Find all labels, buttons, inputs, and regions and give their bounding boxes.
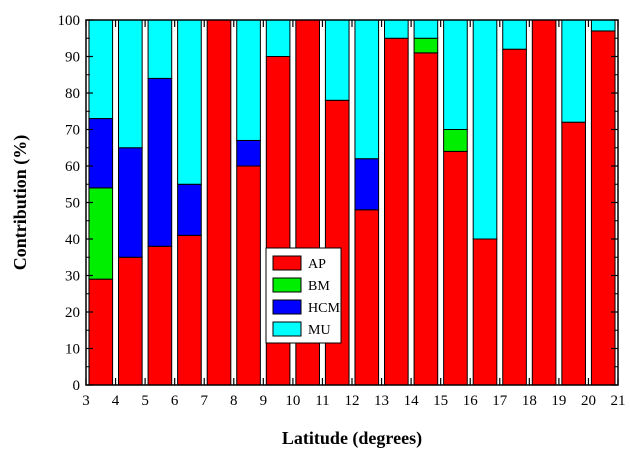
bar-ap-9 [354, 209, 380, 386]
bar-ap-10 [384, 37, 409, 386]
x-tick-label: 12 [345, 393, 360, 409]
bars-layer [88, 19, 616, 386]
bar-ap-3 [177, 234, 202, 386]
legend-swatch-mu [272, 321, 302, 337]
bar-hcm-5 [236, 139, 261, 167]
bar-ap-14 [502, 48, 527, 386]
bar-mu-2 [147, 19, 173, 79]
bar-mu-11 [413, 19, 439, 39]
x-tick-label: 20 [581, 393, 596, 409]
bar-hcm-2 [147, 77, 173, 247]
y-tick-label: 70 [65, 123, 80, 139]
legend-swatch-bm [272, 277, 302, 293]
bar-mu-12 [443, 19, 468, 130]
legend-label-mu: MU [308, 323, 331, 338]
bar-ap-11 [413, 52, 439, 386]
y-tick-label: 50 [65, 196, 80, 212]
x-tick-label: 8 [230, 393, 238, 409]
x-tick-label: 17 [492, 393, 508, 409]
x-tick-label: 19 [551, 393, 566, 409]
bar-mu-16 [561, 19, 586, 123]
x-axis: 3 4 5 6 7 8 9 10 11 12 13 14 15 16 17 18 19 20 21 [82, 20, 626, 409]
bar-ap-17 [590, 30, 616, 386]
y-tick-label: 80 [65, 86, 80, 102]
x-tick-label: 10 [285, 393, 300, 409]
bar-mu-17 [590, 19, 616, 32]
legend-label-hcm: HCM [308, 301, 340, 316]
bar-hcm-3 [177, 183, 202, 236]
bar-mu-9 [354, 19, 380, 160]
legend-label-ap: AP [308, 257, 326, 272]
x-tick-label: 6 [171, 393, 179, 409]
x-tick-label: 9 [260, 393, 268, 409]
bar-mu-13 [472, 19, 498, 240]
x-tick-label: 15 [433, 393, 448, 409]
legend: AP BM HCM MU [265, 247, 342, 344]
bar-hcm-1 [118, 147, 143, 258]
legend-swatch-ap [272, 255, 302, 271]
bar-ap-15 [531, 19, 557, 386]
bar-ap-5 [236, 165, 261, 386]
legend-label-bm: BM [308, 279, 330, 294]
bar-mu-8 [324, 19, 350, 101]
bar-mu-1 [118, 19, 143, 149]
y-tick-label: 90 [65, 50, 80, 66]
bar-mu-10 [384, 19, 409, 39]
x-tick-label: 11 [315, 393, 329, 409]
y-tick-label: 60 [65, 159, 80, 175]
x-tick-label: 3 [82, 393, 90, 409]
bar-bm-11 [413, 37, 439, 54]
y-axis-title: Contribution (%) [10, 135, 31, 271]
bar-ap-13 [472, 238, 498, 386]
bar-ap-12 [443, 150, 468, 386]
y-tick-label: 30 [65, 269, 80, 285]
y-tick-label: 10 [65, 342, 80, 358]
bar-mu-5 [236, 19, 261, 141]
bar-ap-0 [88, 278, 114, 386]
x-tick-label: 5 [141, 393, 149, 409]
y-axis: 0 10 20 30 40 50 60 70 80 90 100 [58, 13, 618, 394]
x-tick-label: 13 [374, 393, 389, 409]
y-tick-label: 20 [65, 305, 80, 321]
x-axis-title: Latitude (degrees) [282, 428, 422, 449]
bar-hcm-9 [354, 158, 380, 211]
x-tick-label: 21 [611, 393, 626, 409]
bar-ap-2 [147, 245, 173, 386]
bar-mu-3 [177, 19, 202, 185]
x-tick-label: 14 [404, 393, 420, 409]
bar-mu-6 [265, 19, 291, 57]
legend-swatch-hcm [272, 299, 302, 315]
bar-bm-0 [88, 187, 114, 280]
y-tick-label: 100 [58, 13, 81, 29]
bar-ap-1 [118, 256, 143, 386]
y-tick-label: 0 [73, 378, 81, 394]
y-tick-label: 40 [65, 232, 80, 248]
x-tick-label: 7 [200, 393, 208, 409]
bar-ap-4 [206, 19, 232, 386]
x-tick-label: 18 [522, 393, 537, 409]
x-tick-label: 16 [463, 393, 479, 409]
bar-mu-0 [88, 19, 114, 120]
bar-mu-14 [502, 19, 527, 50]
x-tick-label: 4 [112, 393, 120, 409]
bar-ap-16 [561, 121, 586, 386]
bar-bm-12 [443, 129, 468, 152]
